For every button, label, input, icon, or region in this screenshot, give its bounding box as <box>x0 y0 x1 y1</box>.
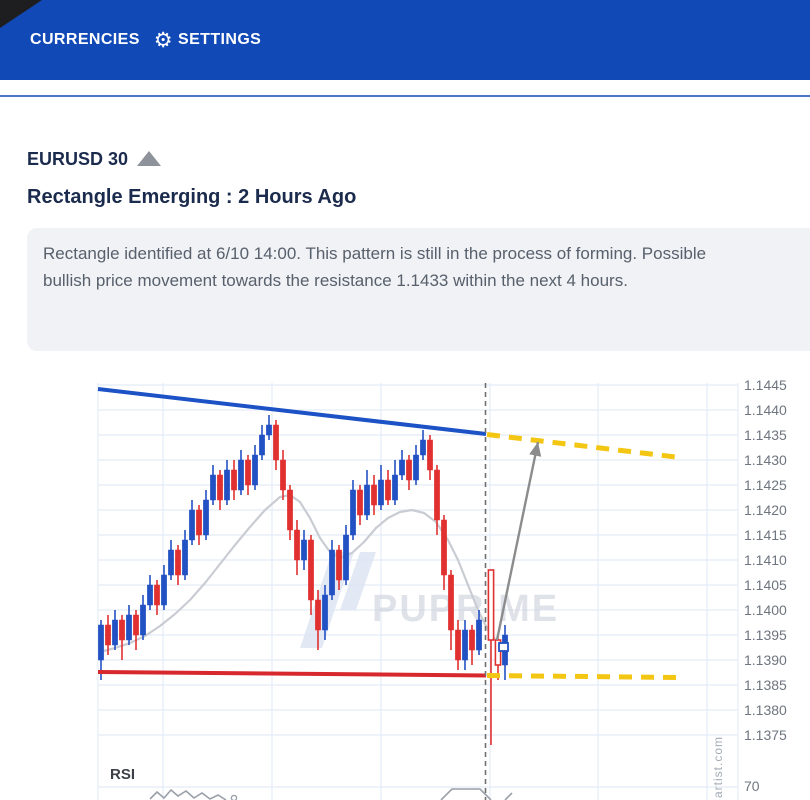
price-axis-label: 1.1405 <box>744 577 787 593</box>
rsi-label: RSI <box>110 766 135 783</box>
price-axis-label: 1.1440 <box>744 402 787 418</box>
pattern-title: Rectangle Emerging : 2 Hours Ago <box>27 186 357 208</box>
price-axis: 1.1445 1.1440 1.1435 1.1430 1.1425 1.1420 1.14… <box>744 377 787 743</box>
projection-arrow <box>495 441 540 641</box>
price-axis-label: 1.1400 <box>744 602 787 618</box>
rsi-tick <box>504 792 513 800</box>
pattern-description-line2: bullish price movement towards the resis… <box>43 271 628 290</box>
price-marker <box>498 642 509 652</box>
pattern-description-card: Rectangle identified at 6/10 14:00. This… <box>27 228 810 351</box>
projection-arrowhead <box>529 442 542 457</box>
header-divider <box>0 95 810 97</box>
nav-settings[interactable]: ⚙ SETTINGS <box>153 27 262 52</box>
price-axis-label: 1.1425 <box>744 477 787 493</box>
gear-icon: ⚙ <box>153 27 174 52</box>
support-projection-line <box>486 673 681 680</box>
rsi-curve <box>149 788 227 800</box>
price-axis-label: 1.1380 <box>744 702 787 718</box>
price-axis-label: 1.1435 <box>744 427 787 443</box>
price-axis-label: 1.1390 <box>744 652 787 668</box>
resistance-trendline <box>97 387 487 436</box>
rsi-curve-dot <box>230 794 238 800</box>
resistance-projection-line <box>486 432 681 460</box>
app-header: CURRENCIES ⚙ SETTINGS <box>0 0 810 80</box>
triangle-up-icon <box>137 151 162 166</box>
rsi-pattern-outline <box>440 788 492 800</box>
price-axis-label: 1.1410 <box>744 552 787 568</box>
price-axis-label: 1.1375 <box>744 727 787 743</box>
symbol-row: EURUSD 30 <box>27 149 162 170</box>
price-axis-label: 1.1415 <box>744 527 787 543</box>
candles <box>98 415 508 745</box>
symbol-title: EURUSD 30 <box>27 149 129 169</box>
price-axis-label: 1.1385 <box>744 677 787 693</box>
price-axis-label: 1.1420 <box>744 502 787 518</box>
site-watermark: artist.com <box>711 736 725 798</box>
price-axis-label: 1.1445 <box>744 377 787 393</box>
support-line <box>97 670 487 678</box>
rsi-axis-label: 70 <box>744 778 760 794</box>
nav-currencies-label: CURRENCIES <box>30 31 140 48</box>
price-axis-label: 1.1430 <box>744 452 787 468</box>
nav-currencies[interactable]: CURRENCIES <box>30 31 140 49</box>
moving-average-line <box>99 493 509 654</box>
nav-settings-label: SETTINGS <box>178 31 262 48</box>
pattern-description-line1: Rectangle identified at 6/10 14:00. This… <box>43 244 707 263</box>
price-axis-label: 1.1395 <box>744 627 787 643</box>
